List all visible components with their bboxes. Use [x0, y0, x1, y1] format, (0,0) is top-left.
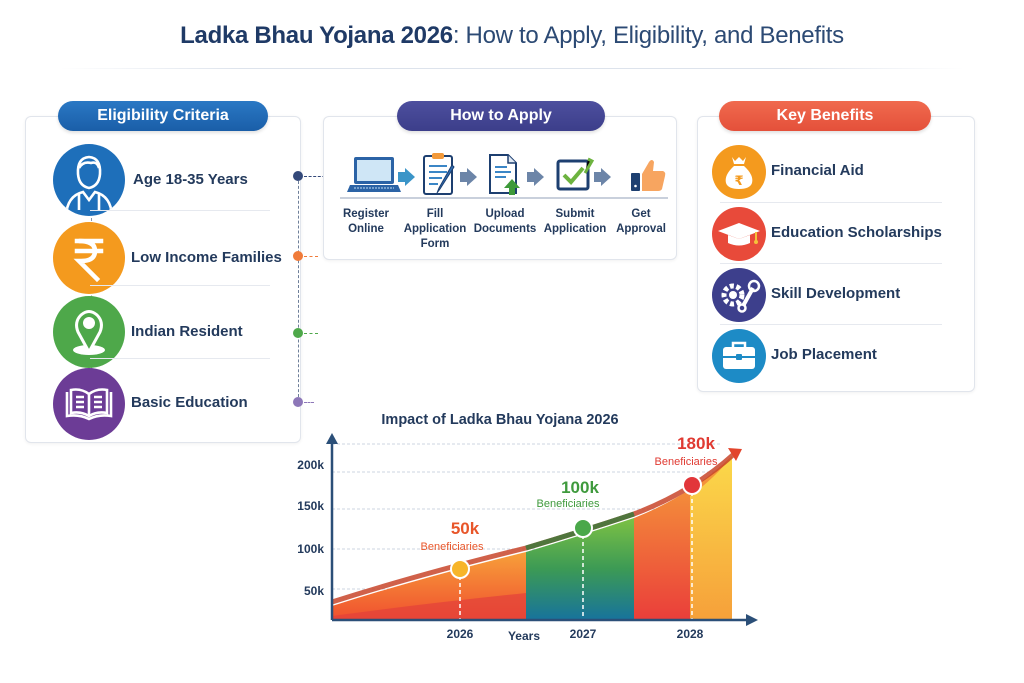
eligibility-item-education: Basic Education [53, 368, 293, 440]
connector-dash [304, 402, 314, 403]
benefit-label: Job Placement [771, 346, 877, 363]
key-benefits-heading: Key Benefits [719, 101, 931, 131]
step-label-fill-form: Fill Application Form [395, 207, 475, 252]
step-arrow-icon [467, 168, 477, 186]
step-label-line: Fill [426, 208, 444, 220]
step-label-line: Form [420, 238, 450, 250]
step-label-line: Submit [555, 208, 595, 220]
briefcase-icon [712, 329, 766, 383]
step-label-line: Application [403, 223, 467, 235]
connector-dot [293, 328, 303, 338]
gear-wrench-icon [712, 268, 766, 322]
row-divider [90, 285, 270, 286]
row-divider [720, 263, 942, 264]
annotation-label: Beneficiaries [654, 456, 718, 468]
step-label-line: Approval [616, 223, 666, 235]
eligibility-label: Indian Resident [131, 323, 243, 340]
y-tick: 200k [297, 458, 324, 472]
document-upload-icon [474, 150, 534, 200]
steps-divider [340, 197, 668, 199]
benefit-item-financial-aid: ₹ Financial Aid [712, 145, 962, 199]
x-tick: 2028 [676, 627, 704, 641]
eligibility-label: Low Income Families [131, 249, 282, 266]
connector-dash [304, 176, 330, 177]
location-pin-icon [53, 296, 125, 368]
step-arrow [527, 172, 535, 182]
laptop-icon [344, 150, 404, 200]
person-icon [53, 144, 125, 216]
connector-dash [304, 333, 318, 334]
row-divider [720, 202, 942, 203]
step-label-line: Application [543, 223, 607, 235]
row-divider [90, 210, 270, 211]
x-tick: 2026 [446, 627, 474, 641]
step-label-upload: Upload Documents [465, 207, 545, 237]
benefit-label: Skill Development [771, 285, 901, 302]
y-tick: 100k [297, 542, 324, 556]
open-book-icon [53, 368, 125, 440]
step-label-submit: Submit Application [535, 207, 615, 237]
step-label-register: Register Online [326, 207, 406, 237]
x-axis-label: Years [507, 629, 541, 643]
row-divider [720, 324, 942, 325]
rupee-icon [53, 222, 125, 294]
eligibility-item-resident: Indian Resident [53, 296, 293, 368]
x-tick: 2027 [569, 627, 597, 641]
connector-dot [293, 397, 303, 407]
annotation-label: Beneficiaries [536, 498, 600, 510]
step-arrow [398, 172, 406, 182]
page-title: Ladka Bhau Yojana 2026: How to Apply, El… [0, 22, 1024, 50]
eligibility-item-income: Low Income Families [53, 222, 293, 294]
page-title-rest: : How to Apply, Eligibility, and Benefit… [452, 22, 844, 49]
step-label-line: Upload [485, 208, 525, 220]
connector-dash [304, 256, 318, 257]
step-arrow-icon [601, 168, 611, 186]
benefit-item-education-scholarships: Education Scholarships [712, 207, 962, 261]
step-arrow [594, 172, 602, 182]
annotation-value: 50k [450, 519, 480, 538]
connector-dot [293, 171, 303, 181]
eligibility-heading: Eligibility Criteria [58, 101, 268, 131]
annotation-value: 100k [561, 478, 599, 497]
y-tick: 150k [297, 499, 324, 513]
benefit-item-skill-development: Skill Development [712, 268, 962, 322]
y-tick: 50k [303, 584, 324, 598]
money-bag-icon: ₹ [712, 145, 766, 199]
step-arrow-icon [534, 168, 544, 186]
connector-line [298, 176, 299, 402]
benefit-label: Financial Aid [771, 162, 864, 179]
title-divider [60, 68, 964, 69]
checkbox-submit-icon [545, 150, 605, 200]
chart-title: Impact of Ladka Bhau Yojana 2026 [381, 412, 619, 428]
step-label-line: Online [348, 223, 384, 235]
clipboard-pen-icon [410, 150, 470, 200]
step-label-approval: Get Approval [601, 207, 681, 237]
benefit-item-job-placement: Job Placement [712, 329, 962, 383]
graduation-cap-icon [712, 207, 766, 261]
connector-dot [293, 251, 303, 261]
step-label-line: Documents [473, 223, 537, 235]
row-divider [90, 358, 270, 359]
annotation-value: 180k [677, 434, 715, 453]
impact-area-chart [320, 430, 760, 630]
eligibility-label: Basic Education [131, 394, 248, 411]
page-title-bold: Ladka Bhau Yojana 2026 [180, 22, 453, 49]
eligibility-item-age: Age 18-35 Years [53, 144, 293, 216]
how-to-apply-heading: How to Apply [397, 101, 605, 131]
step-arrow-icon [405, 168, 415, 186]
step-label-line: Get [631, 208, 651, 220]
thumbs-up-icon [617, 150, 677, 200]
benefit-label: Education Scholarships [771, 224, 942, 241]
step-arrow [460, 172, 468, 182]
eligibility-label: Age 18-35 Years [133, 171, 248, 188]
annotation-label: Beneficiaries [420, 541, 484, 553]
svg-text:₹: ₹ [734, 174, 743, 189]
step-label-line: Register [342, 208, 390, 220]
